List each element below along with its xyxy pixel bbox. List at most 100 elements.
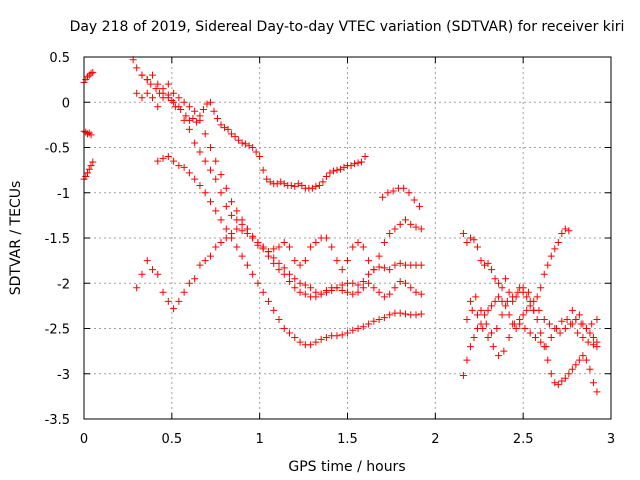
data-point (354, 159, 362, 167)
data-point (386, 290, 394, 298)
data-point (280, 270, 288, 278)
y-tick-label: -2.5 (45, 323, 70, 338)
y-tick-label: -1 (57, 187, 70, 202)
data-point (547, 370, 555, 378)
data-point (170, 157, 178, 165)
data-point (544, 261, 552, 269)
data-point (533, 293, 541, 301)
data-point (201, 257, 209, 265)
data-point (503, 297, 511, 305)
data-point (336, 165, 344, 173)
data-point (301, 257, 309, 265)
data-point (312, 182, 320, 190)
data-point (370, 266, 378, 274)
data-point (396, 277, 404, 285)
data-points (80, 56, 601, 396)
data-point (217, 239, 225, 247)
data-point (259, 166, 267, 174)
data-point (526, 329, 534, 337)
data-point (242, 140, 250, 148)
data-point (280, 264, 288, 272)
data-point (254, 239, 262, 247)
data-point (565, 370, 573, 378)
data-point (484, 334, 492, 342)
data-point (212, 157, 220, 165)
data-point (291, 257, 299, 265)
data-point (189, 115, 197, 123)
data-point (224, 125, 232, 133)
data-point (307, 341, 315, 349)
data-point (470, 236, 478, 244)
data-point (584, 338, 592, 346)
data-point (287, 182, 295, 190)
data-point (561, 374, 569, 382)
data-point (222, 225, 230, 233)
data-point (349, 290, 357, 298)
data-point (201, 189, 209, 197)
data-point (170, 89, 178, 97)
data-point (558, 317, 566, 325)
data-point (554, 239, 562, 247)
data-point (370, 317, 378, 325)
data-point (322, 334, 330, 342)
data-point (359, 323, 367, 331)
data-point (206, 198, 214, 206)
data-point (291, 334, 299, 342)
data-point (391, 261, 399, 269)
data-point (544, 356, 552, 364)
data-point (85, 165, 93, 173)
data-point (185, 125, 193, 133)
data-point (329, 167, 337, 175)
data-point (589, 379, 597, 387)
data-point (484, 259, 492, 267)
data-point (254, 279, 262, 287)
data-point (582, 356, 590, 364)
data-point (280, 180, 288, 188)
y-tick-label: -2 (57, 277, 70, 292)
data-point (417, 225, 425, 233)
series-arc-j (466, 284, 601, 337)
data-point (401, 310, 409, 318)
data-point (593, 343, 601, 351)
data-point (565, 227, 573, 235)
data-point (275, 315, 283, 323)
data-point (558, 377, 566, 385)
data-point (473, 311, 481, 319)
chart-title: Day 218 of 2019, Sidereal Day-to-day VTE… (70, 19, 625, 35)
data-point (249, 270, 257, 278)
data-point (192, 118, 200, 126)
data-point (143, 76, 151, 84)
x-axis-label: GPS time / hours (288, 459, 405, 475)
data-point (509, 293, 517, 301)
x-tick-label: 0.5 (161, 432, 182, 447)
data-point (554, 381, 562, 389)
axis-ticks: 0 0.5 1 1.5 2 2.5 3 0.5 0 -0.5 -1 -1.5 -2 -2.5 -3 -3.5 (45, 51, 616, 447)
data-point (568, 306, 576, 314)
data-point (180, 98, 188, 106)
data-point (273, 180, 281, 188)
data-point (296, 288, 304, 296)
data-point (470, 334, 478, 342)
data-point (354, 281, 362, 289)
data-point (233, 225, 241, 233)
data-point (228, 211, 236, 219)
series-arc-c (138, 71, 425, 301)
series-arc-d (154, 153, 425, 349)
data-point (358, 158, 366, 166)
data-point (291, 284, 299, 292)
data-point (533, 315, 541, 323)
data-point (481, 311, 489, 319)
data-point (589, 341, 597, 349)
data-point (593, 315, 601, 323)
data-point (338, 266, 346, 274)
data-point (322, 172, 330, 180)
data-point (370, 284, 378, 292)
data-point (264, 248, 272, 256)
x-tick-label: 1.5 (337, 432, 358, 447)
data-point (375, 288, 383, 296)
data-point (523, 293, 531, 301)
data-point (175, 297, 183, 305)
y-tick-label: -3 (57, 368, 70, 383)
x-tick-label: 2 (431, 432, 439, 447)
data-point (296, 261, 304, 269)
